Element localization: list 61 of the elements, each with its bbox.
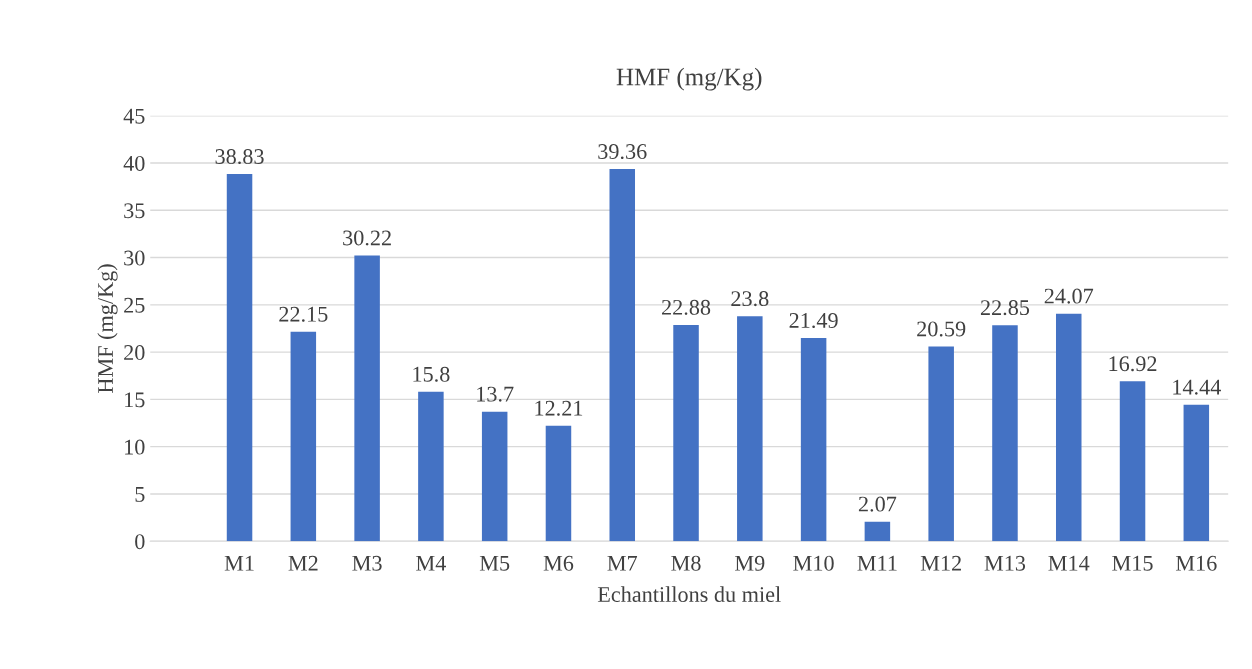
data-label: 39.36 [598,144,647,160]
bar [354,255,380,542]
y-tick-label: 20 [124,345,145,361]
x-tick-label: M10 [793,555,834,571]
y-tick-label: 45 [123,108,145,124]
bar [928,346,954,542]
y-tick-label: 15 [125,392,145,408]
y-tick-label: 10 [125,439,145,455]
data-label: 21.49 [789,313,838,329]
data-label: 2.07 [858,496,897,512]
x-tick-label: M9 [735,555,765,571]
x-tick-label: M11 [857,555,897,571]
bar [800,338,827,542]
x-tick-label: M5 [479,555,510,571]
x-tick-label: M8 [671,555,701,571]
data-label: 30.22 [343,230,391,246]
data-label: 24.07 [1044,288,1094,304]
data-label: 38.83 [215,149,264,165]
x-tick-label: M15 [1112,555,1153,571]
y-tick-label: 40 [123,155,145,171]
bar [992,325,1018,542]
x-tick-label: M12 [920,555,961,571]
x-tick-label: M7 [607,555,638,571]
x-tick-label: M4 [416,555,446,571]
y-tick-label: 0 [135,534,145,550]
bar [1055,313,1082,542]
data-label: 15.8 [413,366,450,382]
x-tick-label: M13 [984,555,1026,571]
data-label: 13.7 [477,386,514,402]
data-label: 14.44 [1173,379,1221,395]
data-label: 12.21 [535,400,583,416]
y-tick-label: 5 [135,487,145,502]
data-label: 16.92 [1109,356,1157,372]
chart-title: HMF (mg/Kg) [616,67,762,91]
x-tick-label: M1 [224,555,254,571]
x-tick-label: M6 [543,555,574,571]
bar [290,331,317,542]
x-tick-label: M14 [1048,555,1090,571]
y-tick-label: 25 [124,297,145,313]
x-tick-label: M2 [288,555,318,571]
bar [673,324,699,542]
y-tick-label: 30 [124,250,145,266]
data-label: 22.85 [980,300,1030,316]
bar [864,521,891,542]
bar [418,391,444,542]
bar [481,411,508,542]
data-label: 22.88 [662,299,711,315]
y-axis-title: HMF (mg/Kg) [97,264,118,393]
bar [226,174,253,542]
y-tick-label: 35 [124,203,145,219]
data-label: 22.15 [279,306,328,322]
bar [545,425,572,542]
data-label: 23.8 [731,291,769,307]
x-axis-title: Echantillons du miel [597,586,781,603]
data-label: 20.59 [917,321,966,337]
bar [609,169,636,542]
bar [1183,404,1210,542]
x-tick-label: M16 [1175,555,1217,571]
bar [737,316,763,542]
bar [1119,381,1146,542]
x-tick-label: M3 [352,555,382,571]
